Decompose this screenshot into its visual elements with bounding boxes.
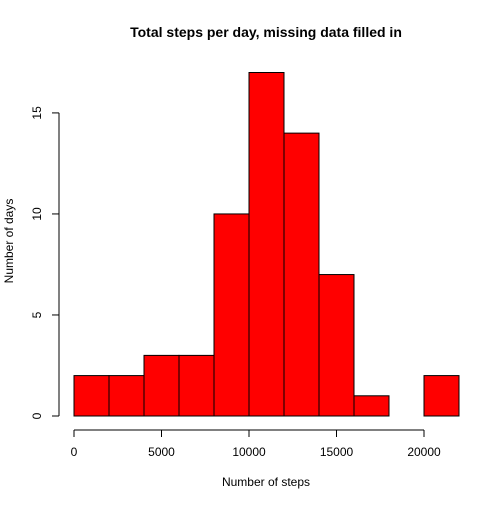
x-axis: 0 5000 10000 15000 20000 [71,429,441,459]
chart-title: Total steps per day, missing data filled… [130,24,402,40]
bars-group [73,72,460,417]
y-tick-label: 10 [30,207,44,221]
histogram-bar [73,375,110,417]
x-axis-label: Number of steps [222,475,310,489]
x-tick-label: 10000 [232,445,266,459]
histogram-bar [318,274,355,417]
y-tick-label: 15 [30,106,44,120]
histogram-bar [283,132,320,417]
histogram-bar [423,375,460,417]
y-tick-label: 5 [30,311,44,318]
histogram-bar [178,354,215,417]
histogram-bar [353,395,390,417]
y-tick-label: 0 [30,412,44,419]
histogram-bar [143,354,180,417]
x-tick-label: 0 [71,445,78,459]
x-tick-label: 5000 [148,445,175,459]
histogram-bar [213,213,250,417]
histogram-bar [248,72,285,417]
x-tick-label: 15000 [320,445,354,459]
y-axis: 0 5 10 15 [30,106,60,419]
x-tick-label: 20000 [407,445,441,459]
histogram-bar [108,375,145,417]
y-axis-label: Number of days [2,199,16,284]
